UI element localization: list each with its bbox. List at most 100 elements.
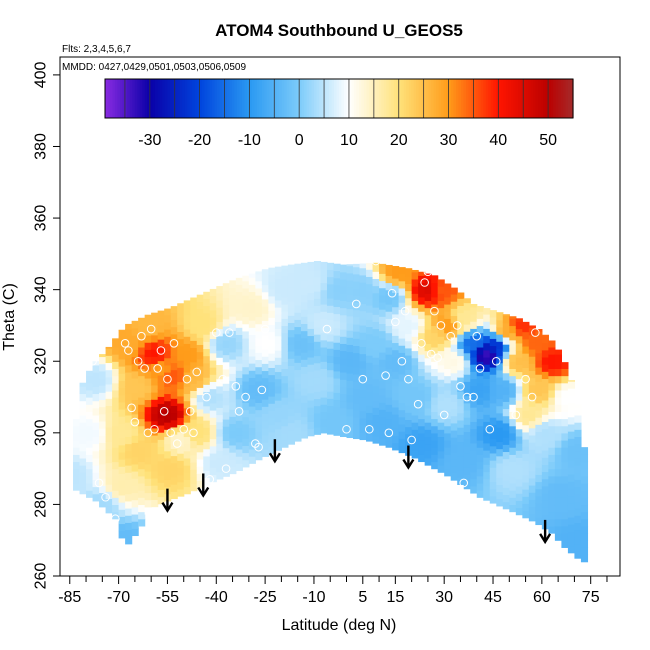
- heatmap-cell: [177, 303, 185, 311]
- heatmap-cell: [392, 335, 400, 344]
- heatmap-cell: [118, 466, 126, 474]
- heatmap-cell: [313, 326, 322, 335]
- heatmap-cell: [333, 385, 341, 393]
- heatmap-cell: [561, 432, 569, 441]
- heatmap-cell: [209, 374, 217, 382]
- heatmap-cell: [222, 318, 230, 327]
- heatmap-cell: [398, 366, 406, 375]
- data-point: [384, 428, 394, 438]
- colorbar-swatch: [314, 79, 318, 118]
- colorbar-tick-label: -30: [138, 132, 161, 149]
- data-point: [459, 478, 469, 488]
- heatmap-cell: [398, 431, 406, 439]
- heatmap-cell: [242, 275, 250, 282]
- heatmap-cell: [229, 308, 237, 317]
- heatmap-cell: [574, 522, 582, 531]
- data-point: [462, 392, 472, 402]
- heatmap-cell: [489, 324, 497, 332]
- heatmap-cell: [177, 309, 185, 318]
- heatmap-cell: [437, 314, 445, 323]
- heatmap-cell: [216, 428, 224, 437]
- heatmap-cell: [463, 338, 471, 347]
- heatmap-cell: [300, 330, 309, 339]
- heatmap-cell: [444, 311, 452, 319]
- heatmap-cell: [307, 385, 315, 394]
- heatmap-cell: [118, 329, 126, 331]
- heatmap-cell: [144, 478, 152, 486]
- heatmap-cell: [333, 377, 341, 386]
- heatmap-cell: [170, 412, 178, 421]
- heatmap-cell: [496, 326, 504, 335]
- heatmap-cell: [268, 317, 276, 326]
- data-point: [192, 367, 202, 377]
- heatmap-cell: [105, 362, 113, 371]
- heatmap-cell: [235, 320, 243, 328]
- heatmap-cell: [528, 413, 536, 422]
- heatmap-cell: [170, 333, 178, 342]
- heatmap-cell: [366, 347, 374, 356]
- heatmap-cell: [190, 390, 198, 399]
- heatmap-cell: [300, 423, 309, 432]
- heatmap-cell: [463, 424, 471, 432]
- heatmap-cell: [398, 416, 406, 425]
- colorbar-swatch: [533, 79, 537, 118]
- heatmap-cell: [229, 452, 237, 460]
- heatmap-cell: [170, 326, 178, 335]
- heatmap-cell: [294, 319, 302, 328]
- heatmap-cell: [79, 382, 87, 387]
- down-arrow: [539, 519, 552, 545]
- heatmap-cell: [509, 332, 517, 341]
- heatmap-cell: [105, 346, 113, 349]
- colorbar-swatch: [381, 79, 385, 118]
- heatmap-cell: [489, 481, 497, 490]
- heatmap-cell: [248, 370, 256, 378]
- data-point: [143, 428, 153, 438]
- heatmap-cell: [411, 350, 419, 359]
- heatmap-cell: [470, 471, 478, 480]
- colorbar-swatch: [413, 79, 417, 118]
- heatmap-cell: [405, 440, 413, 449]
- heatmap-cell: [157, 396, 165, 405]
- data-point: [137, 331, 146, 341]
- heatmap-cell: [242, 416, 250, 425]
- heatmap-cell: [313, 362, 322, 371]
- heatmap-cell: [385, 296, 393, 305]
- heatmap-cell: [496, 405, 504, 414]
- heatmap-cell: [463, 324, 471, 332]
- colorbar-swatch: [508, 79, 512, 118]
- heatmap-cell: [366, 362, 374, 371]
- heatmap-cell: [502, 472, 510, 481]
- heatmap-cell: [300, 416, 309, 425]
- heatmap-cell: [164, 457, 172, 466]
- heatmap-cell: [379, 323, 387, 332]
- heatmap-cell: [235, 305, 243, 314]
- heatmap-cell: [313, 427, 322, 435]
- heatmap-cell: [359, 263, 367, 269]
- heatmap-cell: [73, 418, 81, 427]
- heatmap-cell: [183, 343, 191, 352]
- heatmap-cell: [131, 428, 139, 436]
- heatmap-cell: [418, 404, 426, 412]
- heatmap-cell: [554, 368, 562, 377]
- heatmap-cell: [437, 293, 445, 301]
- heatmap-cell: [294, 390, 302, 399]
- heatmap-cell: [151, 327, 159, 336]
- data-point: [439, 410, 449, 420]
- heatmap-cell: [138, 511, 146, 520]
- heatmap-cell: [405, 319, 413, 327]
- heatmap-cell: [216, 286, 224, 294]
- heatmap-cell: [541, 349, 549, 358]
- heatmap-cell: [222, 383, 230, 391]
- heatmap-cell: [138, 425, 146, 434]
- heatmap-cell: [346, 358, 354, 367]
- colorbar-swatch: [510, 79, 514, 118]
- colorbar-swatch: [217, 79, 221, 118]
- heatmap-cell: [138, 368, 146, 377]
- heatmap-cell: [229, 280, 237, 289]
- colorbar-swatch: [244, 79, 248, 118]
- colorbar-swatch: [246, 79, 250, 118]
- heatmap-cell: [541, 385, 549, 394]
- heatmap-cell: [398, 409, 406, 418]
- colorbar-swatch: [453, 79, 457, 118]
- x-tick-label: 60: [533, 589, 551, 606]
